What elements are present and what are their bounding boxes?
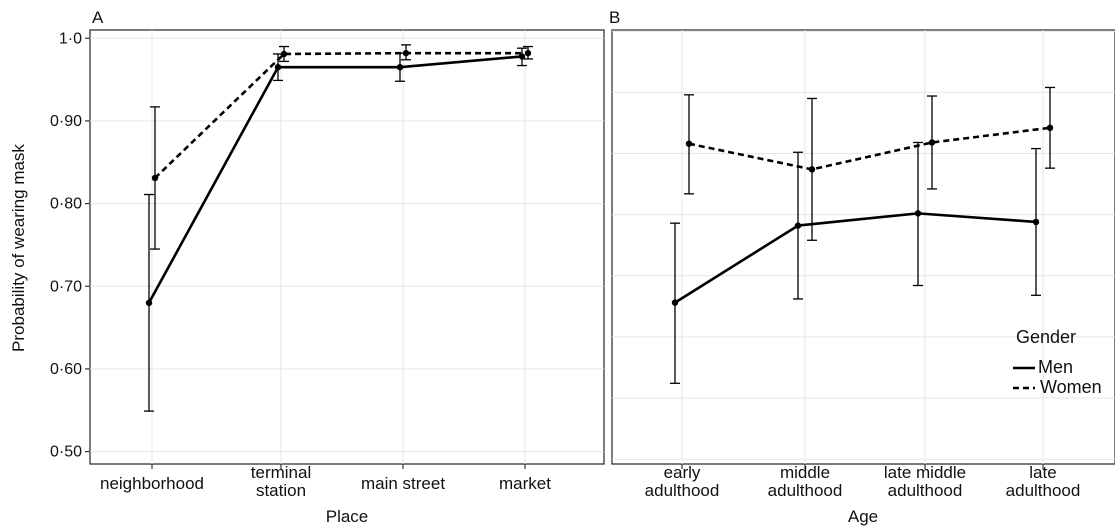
panel-a-gridlines	[90, 30, 604, 464]
panel-b-label: B	[609, 8, 620, 27]
legend-label-men: Men	[1038, 357, 1073, 377]
panel-b-errorbars-women	[684, 86, 1055, 241]
panel-a-x-tick-label: market	[499, 474, 551, 493]
panel-a-line-women	[154, 51, 528, 179]
panel-a-x-tick-label: neighborhood	[100, 474, 204, 493]
panel-a-y-axis: 0·50 0·60 0·70 0·80 0·90 1·0	[50, 30, 90, 461]
panel-b-point-men	[1032, 218, 1040, 226]
panel-b-x-tick-label-line: early	[664, 463, 701, 482]
panel-a-series	[144, 44, 533, 412]
panel-b-line-men	[674, 212, 1037, 304]
panel-b-x-axis-title: Age	[848, 507, 878, 526]
panel-a-y-tick-label: 0·90	[50, 113, 82, 130]
panel-a-y-axis-title: Probability of wearing mask	[9, 144, 28, 352]
panel-a-x-tick-label-line: terminal	[251, 463, 311, 482]
panel-b-x-tick-label: late middle adulthood	[884, 463, 966, 500]
legend-title: Gender	[1016, 327, 1076, 347]
panel-a-y-tick-label: 0·60	[50, 361, 82, 378]
panel-a-x-tick-label: terminal station	[251, 463, 311, 500]
panel-a-x-axis: neighborhood terminal station main street ma…	[100, 463, 551, 500]
panel-a-point-men	[396, 63, 404, 71]
panel-a-frame	[89, 29, 605, 465]
panel-b-line-women	[688, 126, 1051, 171]
legend: Gender Men Women	[1013, 327, 1102, 397]
panel-a-x-tick-label-line: market	[499, 474, 551, 493]
panel-a-y-tick-label: 0·50	[50, 444, 82, 461]
panel-b-point-men	[914, 210, 922, 217]
panel-b-x-tick-label-line: adulthood	[645, 481, 720, 500]
panel-b-point-women	[928, 139, 936, 146]
panel-b-point-men	[671, 299, 679, 306]
panel-a-y-tick-label: 0·70	[50, 278, 82, 295]
panel-b-point-women	[808, 166, 816, 173]
panel-a-x-tick-label-line: main street	[361, 474, 445, 493]
panel-a-point-women	[151, 174, 159, 182]
panel-a-y-tick-label: 1·0	[59, 30, 82, 47]
panel-a-y-tick-label: 0·80	[50, 196, 82, 213]
panel-b-point-women	[1046, 124, 1054, 132]
panel-a-x-tick-label-line: neighborhood	[100, 474, 204, 493]
panel-a-point-women	[402, 49, 410, 57]
panel-b-x-tick-label-line: late	[1029, 463, 1056, 482]
panel-b-x-tick-label-line: late middle	[884, 463, 966, 482]
panel-a-x-tick-label-line: station	[256, 481, 306, 500]
panel-b-point-men	[794, 222, 802, 229]
panel-a-label: A	[92, 8, 104, 27]
panel-a-point-women	[524, 49, 532, 57]
panel-b-x-tick-label: early adulthood	[645, 463, 720, 500]
panel-a: 0·50 0·60 0·70 0·80 0·90 1·0 neighborhood term…	[9, 8, 605, 526]
panel-a-line-men	[147, 55, 523, 304]
panel-b-x-tick-label: late adulthood	[1006, 463, 1081, 500]
panel-a-point-men	[145, 299, 153, 306]
legend-label-women: Women	[1040, 377, 1102, 397]
panel-a-point-women	[280, 50, 288, 58]
panel-a-x-tick-label: main street	[361, 474, 445, 493]
panel-b-x-tick-label-line: adulthood	[888, 481, 963, 500]
panel-a-point-men	[518, 53, 526, 60]
panel-b-x-tick-label-line: adulthood	[1006, 481, 1081, 500]
panel-a-x-axis-title: Place	[326, 507, 369, 526]
panel-b-x-tick-label: middle adulthood	[768, 463, 843, 500]
panel-b-x-tick-label-line: middle	[780, 463, 830, 482]
panel-b-frame	[611, 29, 1115, 465]
panel-b-x-tick-label-line: adulthood	[768, 481, 843, 500]
panel-b-gridlines	[612, 30, 1115, 464]
panel-b-series	[670, 86, 1055, 384]
panel-b-point-women	[685, 140, 693, 147]
panel-a-point-men	[274, 63, 282, 71]
